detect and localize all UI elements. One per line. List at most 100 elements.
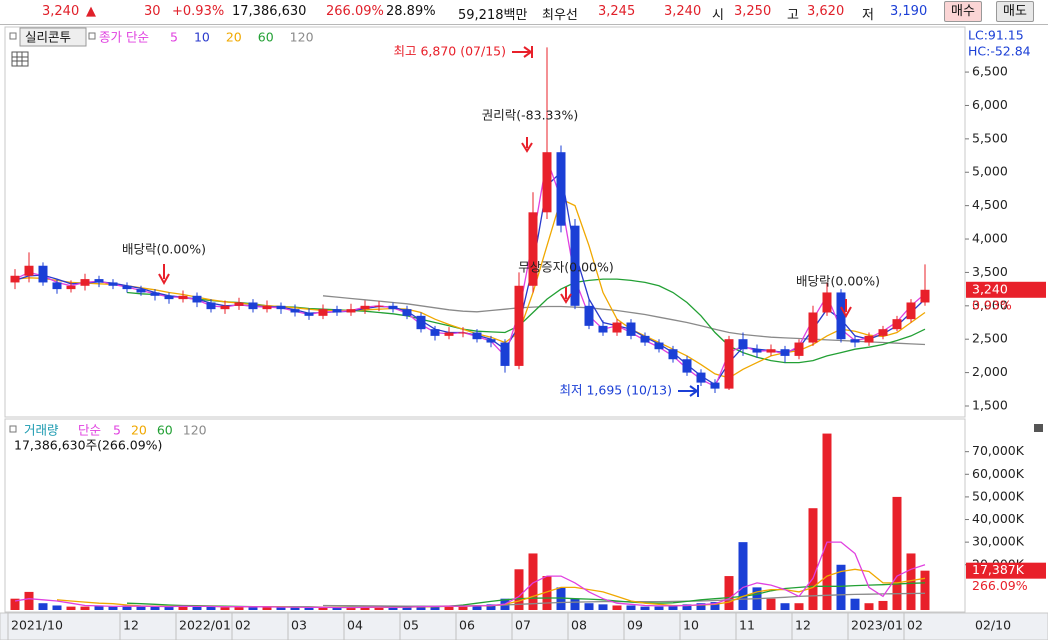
volume-bar [584, 603, 594, 610]
volume-bar [430, 606, 440, 610]
volume-bar [52, 605, 62, 610]
candle-body [248, 302, 258, 310]
candle-body [24, 265, 34, 276]
volume-bar [220, 607, 230, 610]
candle-body [542, 152, 552, 213]
candle-body [416, 315, 426, 330]
candle-body [346, 309, 356, 313]
volume-bar [206, 606, 216, 610]
x-tick-label: 11 [739, 618, 755, 633]
volume-bar [556, 587, 566, 610]
annotation-arrow [678, 385, 699, 397]
candle-body [794, 342, 804, 356]
volume-bar [598, 604, 608, 610]
volume-bar [640, 606, 650, 610]
last-date: 02/10 [975, 618, 1011, 633]
y-tick-label: 3,000 [972, 297, 1008, 312]
volume-bar [122, 605, 132, 610]
y-tick-label: 50,000K [972, 488, 1025, 503]
best-label: 최우선 [542, 8, 578, 23]
low-label: 저 [862, 8, 874, 23]
last-volume-label: 17,387K [972, 562, 1025, 577]
last-price-label: 3,240 [972, 281, 1008, 296]
candle-body [556, 152, 566, 226]
y-tick-label: 5,000 [972, 164, 1008, 179]
candle-body [374, 305, 384, 307]
volume-bar [472, 605, 482, 610]
sell-button[interactable]: 매도 [996, 1, 1034, 22]
x-tick-label: 07 [515, 618, 531, 633]
volume-bar [654, 606, 664, 610]
last-volume-box [966, 562, 1046, 579]
candle-body [710, 382, 720, 389]
last-volume-ratio: 266.09% [972, 578, 1028, 593]
open-label: 시 [712, 8, 724, 23]
candle-body [752, 349, 762, 353]
legend-entry: 120 [290, 30, 314, 45]
candle-body [780, 349, 790, 356]
volume-bar [150, 606, 160, 610]
y-tick-label: 30,000K [972, 534, 1025, 549]
volume-bar [612, 605, 622, 610]
candle-body [864, 335, 874, 343]
volume-ma-line [14, 541, 926, 609]
candle-body [766, 349, 776, 353]
y-tick-label: 4,000 [972, 231, 1008, 246]
volume-bar [178, 605, 188, 610]
volume-bar [822, 433, 832, 610]
change: 30 [144, 4, 161, 19]
legend-entry: 60 [258, 30, 274, 45]
last-price-box [966, 281, 1046, 298]
legend-entry: 60 [157, 423, 173, 438]
candle-body [192, 295, 202, 303]
table-icon[interactable] [11, 51, 29, 67]
ma-label: 종가 단순 [99, 30, 149, 45]
candle-body [584, 305, 594, 326]
table-icon-grid [12, 52, 28, 66]
volume-bar [136, 606, 146, 610]
volume-bar [514, 569, 524, 610]
x-tick-label: 12 [795, 618, 811, 633]
candle-body [668, 349, 678, 360]
candle-body [920, 289, 930, 303]
x-tick-label: 2022/01 [179, 618, 231, 633]
y-tick-label: 6,000 [972, 97, 1008, 112]
high-label: 고 [787, 8, 799, 23]
lc-label: LC:91.15 [968, 28, 1024, 43]
candle-body [682, 359, 692, 373]
chart-area: 실리콘투 종가 단순 LC:91.15 HC:-52.84 거래량 단순 17,… [0, 26, 1048, 640]
high: 3,620 [807, 4, 845, 19]
x-axis-strip [0, 612, 1048, 640]
last-change: 0.93% [972, 297, 1012, 312]
volume-bar [724, 576, 734, 610]
candle-body [430, 329, 440, 336]
candle-body [654, 342, 664, 350]
volume-bar [570, 598, 580, 610]
volume-bar [458, 606, 468, 610]
candle-body [850, 339, 860, 343]
y-tick-label: 40,000K [972, 511, 1025, 526]
buy-button[interactable]: 매수 [944, 1, 982, 22]
close-icon[interactable] [1034, 424, 1043, 432]
candle-body [122, 285, 132, 290]
candle-body [570, 225, 580, 306]
volume-bar [738, 542, 748, 610]
candle-body [486, 339, 496, 343]
candle-body [626, 322, 636, 336]
candle-body [444, 332, 454, 336]
annotation: 배당락(0.00%) [122, 242, 206, 257]
title-box [19, 27, 87, 47]
candle-body [290, 309, 300, 313]
candle-body [178, 295, 188, 300]
candle-body [598, 325, 608, 333]
arrow: ▲ [86, 4, 96, 19]
candle-body [892, 319, 902, 330]
annotation: 배당락(0.00%) [796, 274, 880, 289]
hc-label: HC:-52.84 [968, 44, 1031, 59]
volume-bar [808, 508, 818, 610]
volume-bar [164, 606, 174, 610]
candle-body [66, 285, 76, 290]
volume-bar [766, 598, 776, 610]
candle-body [724, 339, 734, 389]
candle-body [500, 342, 510, 366]
